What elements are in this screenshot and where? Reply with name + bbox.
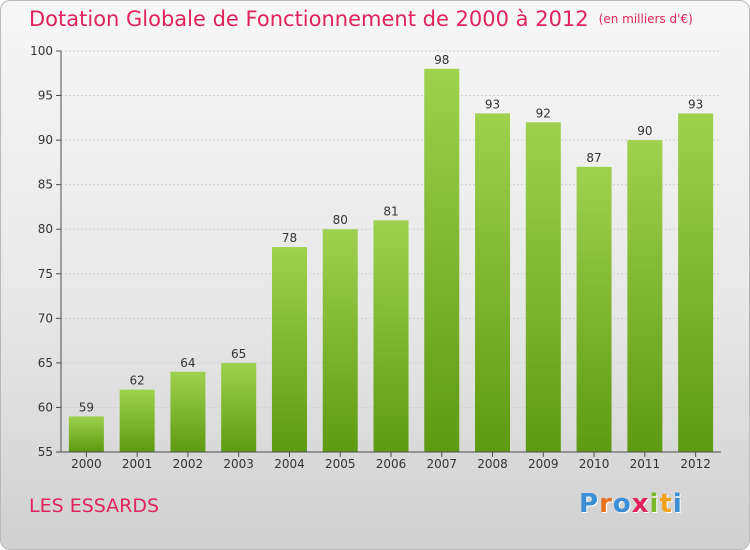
- logo-letter: t: [659, 489, 673, 519]
- bar-2012: [678, 113, 714, 452]
- y-tick-label: 75: [38, 267, 53, 281]
- chart-title: Dotation Globale de Fonctionnement de 20…: [29, 7, 693, 31]
- y-tick-label: 100: [30, 44, 53, 58]
- data-label: 65: [231, 347, 246, 361]
- x-tick-label: 2005: [325, 457, 356, 471]
- y-tick-label: 85: [38, 178, 53, 192]
- bar-2005: [322, 229, 358, 452]
- x-tick-label: 2008: [477, 457, 508, 471]
- data-label: 78: [282, 231, 297, 245]
- x-tick-label: 2007: [426, 457, 457, 471]
- bar-2007: [424, 68, 460, 453]
- logo-letter: i: [649, 489, 660, 519]
- bar-2011: [627, 140, 663, 452]
- proxiti-logo: Proxiti: [579, 489, 683, 519]
- y-tick-label: 60: [38, 400, 53, 414]
- commune-name: LES ESSARDS: [29, 495, 160, 517]
- bar-2000: [68, 416, 104, 452]
- data-label: 93: [688, 97, 703, 111]
- x-tick-label: 2004: [274, 457, 305, 471]
- y-tick-label: 65: [38, 356, 53, 370]
- logo-letter: x: [631, 489, 650, 519]
- logo-letter: P: [579, 489, 600, 519]
- x-tick-label: 2001: [122, 457, 153, 471]
- data-label: 87: [586, 151, 601, 165]
- data-label: 62: [130, 374, 145, 388]
- bars: [68, 68, 714, 453]
- y-tick-label: 90: [38, 133, 53, 147]
- data-label: 64: [180, 356, 195, 370]
- x-tick-label: 2010: [579, 457, 610, 471]
- logo-letter: i: [672, 489, 683, 519]
- x-tick-label: 2006: [376, 457, 407, 471]
- x-tick-label: 2009: [528, 457, 559, 471]
- bar-2008: [475, 113, 511, 452]
- y-tick-label: 70: [38, 311, 53, 325]
- bar-2002: [170, 371, 206, 452]
- axes: 55 60 65 70 75 80 85 90 95 100 2000 2001 2002 2003 200…: [30, 44, 721, 471]
- y-tick-label: 95: [38, 89, 53, 103]
- x-tick-label: 2000: [71, 457, 102, 471]
- chart-unit: (en milliers d'€): [598, 12, 693, 26]
- data-label: 80: [333, 213, 348, 227]
- bar-2010: [576, 166, 612, 452]
- data-label: 92: [536, 106, 551, 120]
- bar-2003: [221, 362, 257, 452]
- data-label: 98: [434, 53, 449, 67]
- bar-2001: [119, 389, 155, 452]
- bar-2006: [373, 220, 409, 452]
- data-label: 90: [637, 124, 652, 138]
- data-label: 93: [485, 97, 500, 111]
- x-tick-label: 2002: [173, 457, 204, 471]
- data-label: 81: [383, 204, 398, 218]
- data-labels: 59 62 64 65 78 80 81 98 93 92 87 90 93: [79, 53, 704, 415]
- bar-2009: [525, 122, 561, 453]
- x-tick-label: 2012: [680, 457, 711, 471]
- y-tick-label: 55: [38, 445, 53, 459]
- logo-letter: o: [612, 489, 632, 519]
- x-tick-label: 2003: [223, 457, 254, 471]
- chart-title-text: Dotation Globale de Fonctionnement de 20…: [29, 7, 589, 31]
- y-tick-label: 80: [38, 222, 53, 236]
- data-label: 59: [79, 400, 94, 414]
- x-tick-label: 2011: [630, 457, 661, 471]
- bar-2004: [271, 247, 307, 452]
- logo-letter: r: [599, 489, 613, 519]
